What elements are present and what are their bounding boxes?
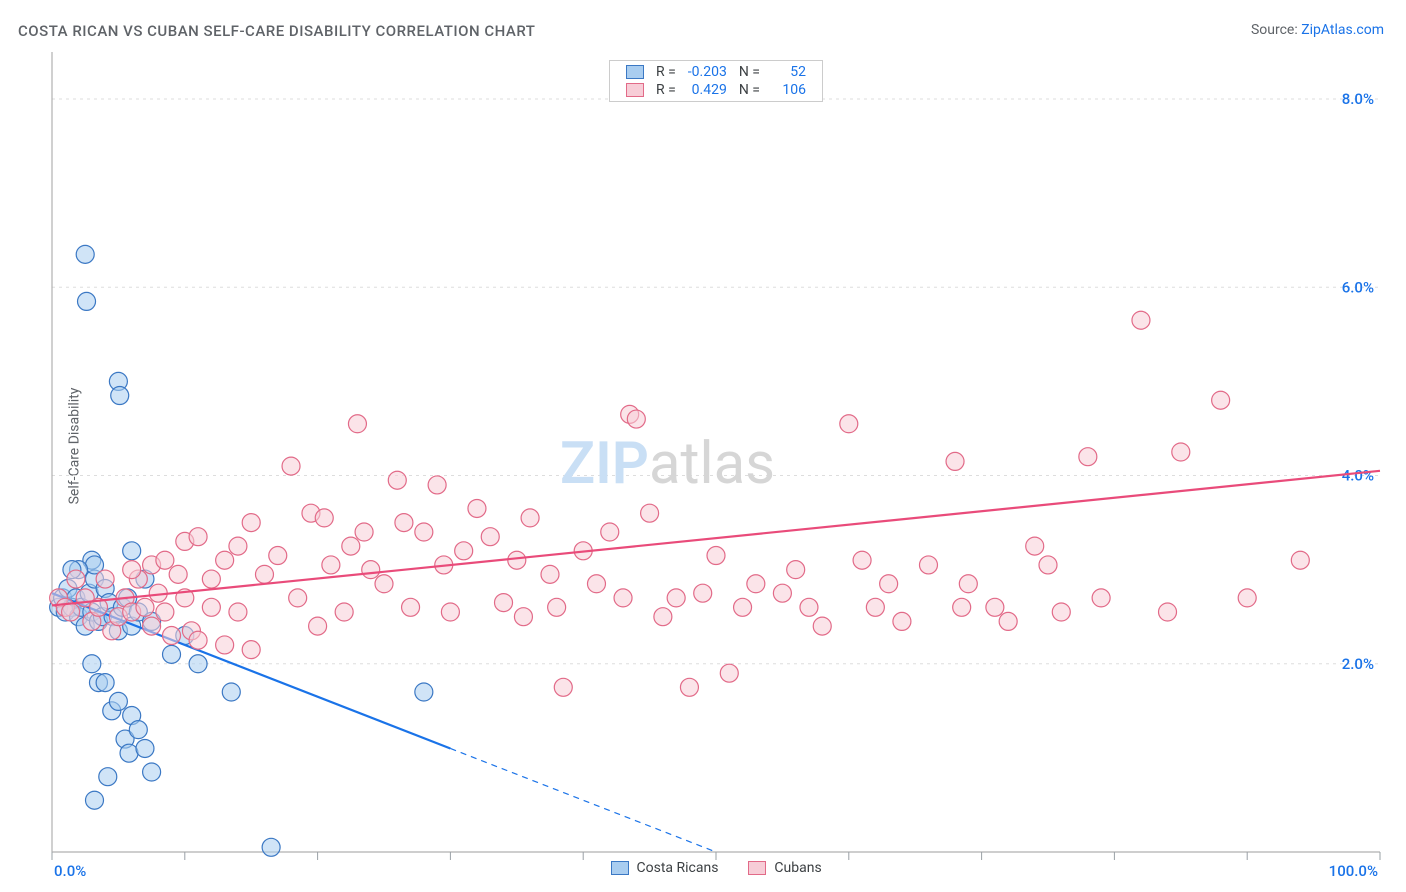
legend-n-value: 106 xyxy=(766,81,812,99)
legend-label: Costa Ricans xyxy=(637,860,719,876)
svg-text:6.0%: 6.0% xyxy=(1342,278,1374,296)
watermark: ZIPatlas xyxy=(560,430,775,498)
legend-label: Cubans xyxy=(774,860,821,876)
legend-r-value: -0.203 xyxy=(682,63,733,81)
legend-r-value: 0.429 xyxy=(682,81,733,99)
watermark-zip: ZIP xyxy=(560,430,649,498)
svg-text:8.0%: 8.0% xyxy=(1342,90,1374,108)
svg-text:2.0%: 2.0% xyxy=(1342,655,1374,673)
legend-n-label: N = xyxy=(733,81,766,99)
svg-text:4.0%: 4.0% xyxy=(1342,467,1374,485)
legend-n-value: 52 xyxy=(766,63,812,81)
legend-stats: R =-0.203N =52 R =0.429N =106 xyxy=(609,60,823,102)
legend-n-label: N = xyxy=(733,63,766,81)
legend-item: Cubans xyxy=(748,860,821,876)
legend-r-label: R = xyxy=(650,63,682,81)
svg-text:100.0%: 100.0% xyxy=(1329,862,1378,880)
watermark-atlas: atlas xyxy=(649,430,775,498)
svg-text:0.0%: 0.0% xyxy=(54,862,86,880)
legend-item: Costa Ricans xyxy=(611,860,719,876)
legend-r-label: R = xyxy=(650,81,682,99)
legend-series: Costa Ricans Cubans xyxy=(611,860,822,876)
